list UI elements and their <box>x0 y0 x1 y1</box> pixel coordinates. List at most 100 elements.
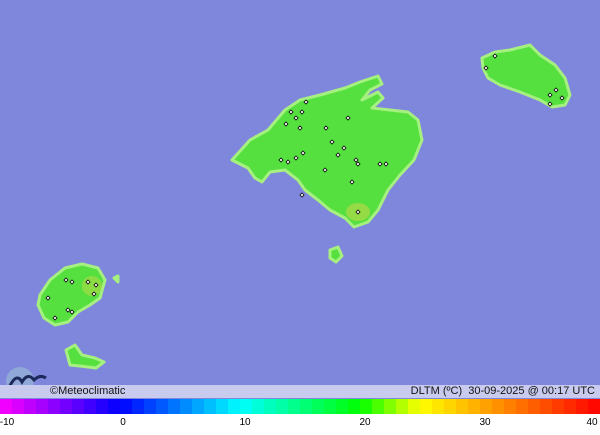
station-marker[interactable] <box>547 101 553 107</box>
color-swatch <box>528 399 540 414</box>
color-swatch <box>288 399 300 414</box>
color-swatch <box>384 399 396 414</box>
station-marker[interactable] <box>299 192 305 198</box>
station-marker[interactable] <box>299 109 305 115</box>
station-marker[interactable] <box>293 115 299 121</box>
color-swatch <box>408 399 420 414</box>
island-mallorca <box>230 74 424 229</box>
station-markers <box>45 53 565 321</box>
station-marker[interactable] <box>303 99 309 105</box>
station-marker[interactable] <box>335 152 341 158</box>
station-marker[interactable] <box>52 315 58 321</box>
color-swatch <box>228 399 240 414</box>
station-marker[interactable] <box>553 87 559 93</box>
station-marker[interactable] <box>559 95 565 101</box>
color-swatch <box>504 399 516 414</box>
variable-label: DLTM (ºC) <box>410 385 463 397</box>
color-swatch <box>276 399 288 414</box>
tick-label: 20 <box>359 417 371 428</box>
station-marker[interactable] <box>85 279 91 285</box>
tick-label: 40 <box>586 417 598 428</box>
color-swatch <box>552 399 564 414</box>
color-swatch <box>516 399 528 414</box>
station-marker[interactable] <box>93 282 99 288</box>
station-marker[interactable] <box>300 150 306 156</box>
color-swatch <box>264 399 276 414</box>
station-marker[interactable] <box>355 161 361 167</box>
color-swatch <box>324 399 336 414</box>
color-swatch <box>348 399 360 414</box>
color-swatch <box>132 399 144 414</box>
tick-label: 30 <box>479 417 491 428</box>
color-swatch <box>60 399 72 414</box>
island-formentera <box>64 343 106 370</box>
station-marker[interactable] <box>285 159 291 165</box>
color-swatch <box>144 399 156 414</box>
color-swatch <box>300 399 312 414</box>
map-canvas <box>36 43 572 370</box>
color-scale <box>0 399 600 414</box>
station-marker[interactable] <box>355 209 361 215</box>
station-marker[interactable] <box>293 155 299 161</box>
station-marker[interactable] <box>65 307 71 313</box>
color-swatch <box>48 399 60 414</box>
station-marker[interactable] <box>329 139 335 145</box>
station-marker[interactable] <box>283 121 289 127</box>
color-swatch <box>456 399 468 414</box>
timestamp-label: DLTM (ºC) 30-09-2025 @ 00:17 UTC <box>411 385 595 397</box>
timestamp: 30-09-2025 @ 00:17 UTC <box>468 385 595 397</box>
station-marker[interactable] <box>341 145 347 151</box>
color-swatch <box>468 399 480 414</box>
color-swatch <box>360 399 372 414</box>
info-bar: ©Meteoclimatic DLTM (ºC) 30-09-2025 @ 00… <box>0 385 600 398</box>
color-swatch <box>336 399 348 414</box>
station-marker[interactable] <box>288 109 294 115</box>
station-marker[interactable] <box>322 167 328 173</box>
station-marker[interactable] <box>345 115 351 121</box>
color-swatch <box>96 399 108 414</box>
color-swatch <box>108 399 120 414</box>
color-swatch <box>12 399 24 414</box>
color-swatch <box>84 399 96 414</box>
color-swatch <box>564 399 576 414</box>
tick-label: 0 <box>120 417 126 428</box>
station-marker[interactable] <box>547 92 553 98</box>
color-swatch <box>432 399 444 414</box>
station-marker[interactable] <box>69 279 75 285</box>
station-marker[interactable] <box>278 157 284 163</box>
color-swatch <box>576 399 588 414</box>
station-marker[interactable] <box>63 277 69 283</box>
station-marker[interactable] <box>45 295 51 301</box>
color-swatch <box>192 399 204 414</box>
color-swatch <box>252 399 264 414</box>
color-swatch <box>120 399 132 414</box>
island-cabrera <box>328 245 344 264</box>
color-swatch <box>420 399 432 414</box>
station-marker[interactable] <box>377 161 383 167</box>
station-marker[interactable] <box>353 157 359 163</box>
color-swatch <box>588 399 600 414</box>
station-marker[interactable] <box>483 65 489 71</box>
station-marker[interactable] <box>297 125 303 131</box>
tick-label: -10 <box>0 417 15 428</box>
station-marker[interactable] <box>91 291 97 297</box>
color-swatch <box>312 399 324 414</box>
color-swatch <box>36 399 48 414</box>
station-marker[interactable] <box>69 309 75 315</box>
color-swatch <box>168 399 180 414</box>
color-swatch <box>180 399 192 414</box>
color-swatch <box>480 399 492 414</box>
color-swatch <box>240 399 252 414</box>
station-marker[interactable] <box>383 161 389 167</box>
color-swatch <box>204 399 216 414</box>
station-marker[interactable] <box>323 125 329 131</box>
color-swatch <box>24 399 36 414</box>
credit-label: ©Meteoclimatic <box>50 385 126 397</box>
station-marker[interactable] <box>492 53 498 59</box>
tick-label: 10 <box>239 417 251 428</box>
color-swatch <box>72 399 84 414</box>
color-scale-ticks: -10 0 10 20 30 40 <box>0 414 600 435</box>
station-marker[interactable] <box>349 179 355 185</box>
island-dragonera <box>112 274 120 284</box>
